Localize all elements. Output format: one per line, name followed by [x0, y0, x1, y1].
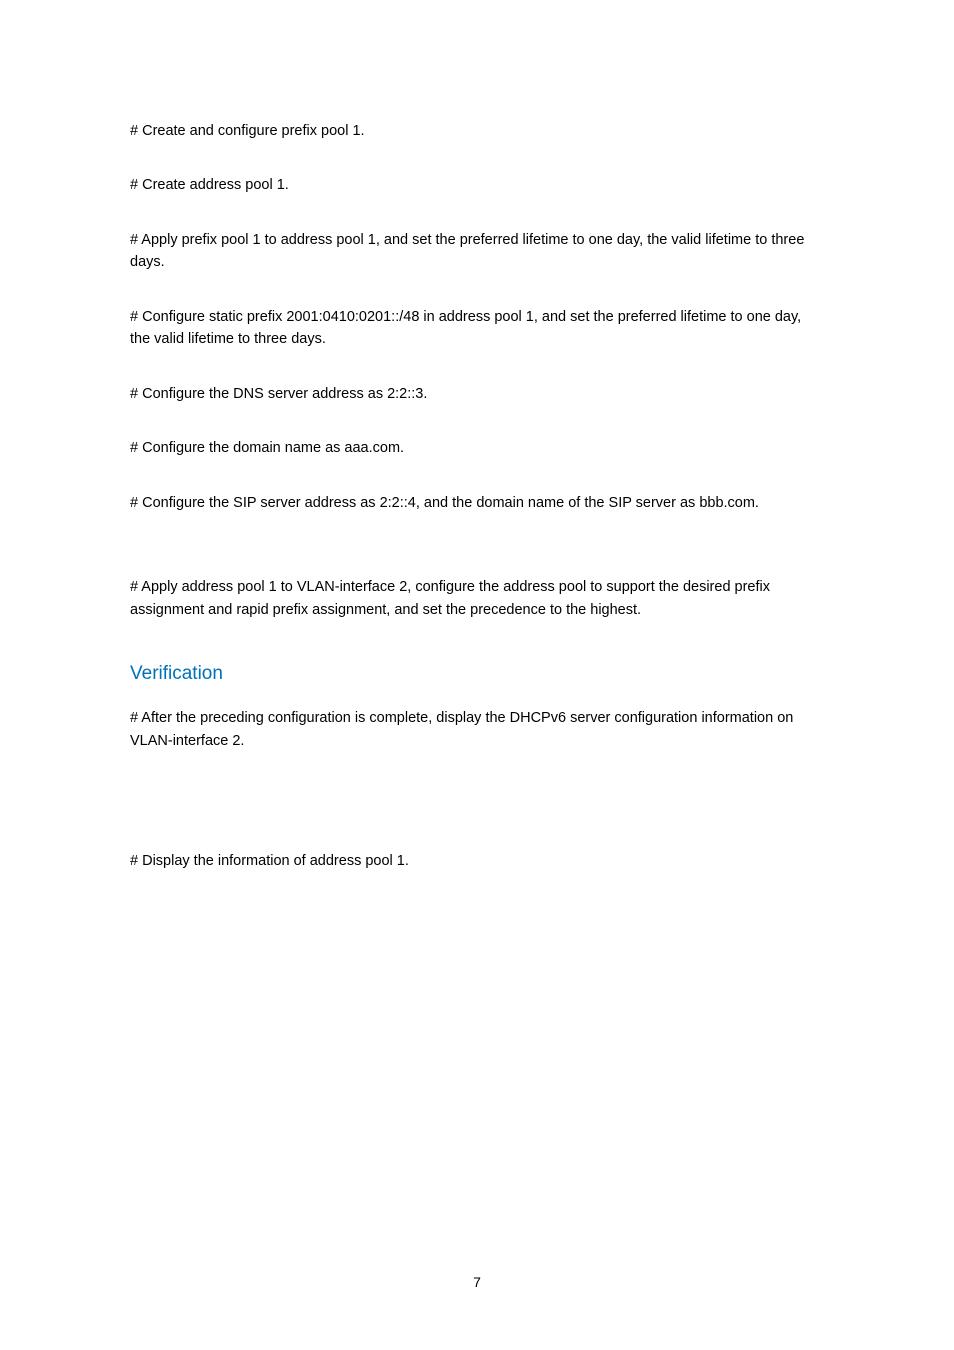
section-heading-verification: Verification: [130, 663, 824, 685]
paragraph: # Configure the domain name as aaa.com.: [130, 437, 824, 459]
paragraph: # After the preceding configuration is c…: [130, 707, 824, 752]
paragraph: # Apply prefix pool 1 to address pool 1,…: [130, 229, 824, 274]
paragraph: # Configure the DNS server address as 2:…: [130, 383, 824, 405]
paragraph: # Apply address pool 1 to VLAN-interface…: [130, 576, 824, 621]
paragraph: # Configure static prefix 2001:0410:0201…: [130, 306, 824, 351]
paragraph: # Configure the SIP server address as 2:…: [130, 492, 824, 514]
paragraph: # Display the information of address poo…: [130, 850, 824, 872]
paragraph: # Create and configure prefix pool 1.: [130, 120, 824, 142]
page-content: # Create and configure prefix pool 1. # …: [0, 0, 954, 873]
paragraph: # Create address pool 1.: [130, 174, 824, 196]
page-number: 7: [0, 1274, 954, 1290]
